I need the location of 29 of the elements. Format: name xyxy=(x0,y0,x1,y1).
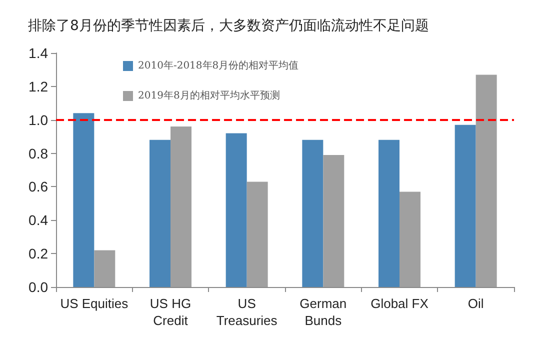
legend-label: 2010年-2018年8月份的相对平均值 xyxy=(138,60,299,72)
bar xyxy=(400,192,420,287)
y-tick-label: 0.2 xyxy=(28,246,48,262)
bar xyxy=(94,250,116,287)
y-tick-label: 0.6 xyxy=(28,178,48,195)
bar xyxy=(302,140,324,287)
y-tick-label: 1.0 xyxy=(28,112,48,128)
y-tick-label: 0.0 xyxy=(28,279,48,295)
y-tick-label: 0.4 xyxy=(28,212,48,228)
bar xyxy=(454,124,476,287)
bar xyxy=(476,74,497,287)
x-tick-label: German Bunds xyxy=(300,296,347,328)
x-tick-label: Global FX xyxy=(370,296,429,311)
bar xyxy=(246,182,268,287)
bar xyxy=(150,140,170,287)
x-tick-label: US HG Credit xyxy=(150,296,192,328)
bar xyxy=(378,140,400,287)
x-tick-label: US Equities xyxy=(60,296,129,311)
bar xyxy=(323,154,344,287)
legend-label: 2019年8月的相对平均水平预测 xyxy=(138,90,280,102)
chart-title: 排除了8月份的季节性因素后，大多数资产仍面临流动性不足问题 xyxy=(28,18,429,34)
bar xyxy=(226,133,247,287)
bar xyxy=(170,126,192,287)
x-tick-label: Oil xyxy=(468,296,484,311)
y-tick-label: 0.8 xyxy=(28,145,48,162)
y-tick-label: 1.2 xyxy=(28,78,48,94)
y-tick-label: 1.4 xyxy=(28,45,48,61)
x-tick-label: US Treasuries xyxy=(216,296,278,328)
bar xyxy=(73,113,94,287)
